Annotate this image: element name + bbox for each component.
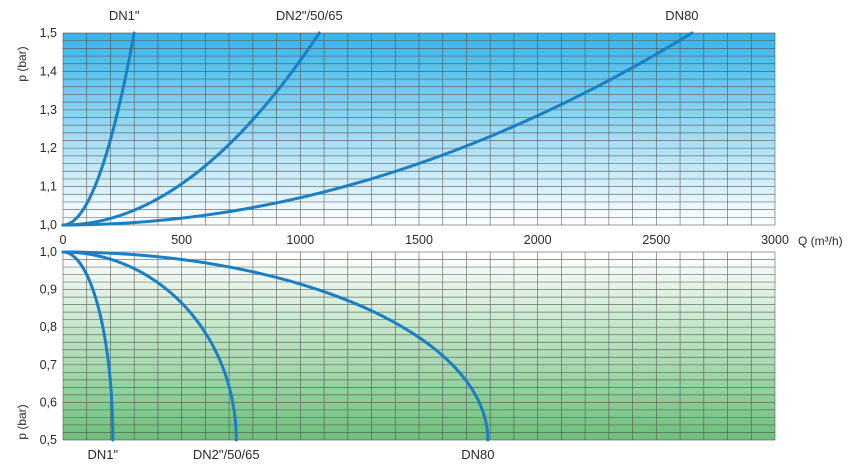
x-tick-label: 3000 xyxy=(761,233,789,247)
series-line-dn80 xyxy=(61,250,490,442)
y-tick-label: 1,1 xyxy=(40,180,57,194)
series-line-dn1 xyxy=(61,250,115,442)
y-tick-label: 0,7 xyxy=(40,358,57,372)
top-y-axis-label: p (bar) xyxy=(15,46,29,81)
bottom-series-labels: DN1" DN2"/50/65 DN80 xyxy=(88,447,495,462)
series-label-dn1: DN1" xyxy=(88,447,119,462)
series-label-dn80: DN80 xyxy=(665,8,698,23)
top-y-tick-labels: 1,0 1,1 1,2 1,3 1,4 1,5 xyxy=(40,26,57,232)
y-tick-label: 1,0 xyxy=(40,245,57,259)
x-tick-label: 2500 xyxy=(642,233,670,247)
y-tick-label: 0,5 xyxy=(40,433,57,447)
top-grid xyxy=(62,32,776,226)
series-line-dn1 xyxy=(61,31,136,227)
x-tick-label: 1500 xyxy=(405,233,433,247)
series-label-dn1: DN1" xyxy=(109,8,140,23)
x-tick-label: 500 xyxy=(171,233,192,247)
series-label-dn2-50-65: DN2"/50/65 xyxy=(276,8,343,23)
bottom-panel: 0,5 0,6 0,7 0,8 0,9 1,0 DN1" DN2"/50/65 DN80 p … xyxy=(15,245,776,462)
top-x-tick-labels: 0 500 1000 1500 2000 2500 3000 xyxy=(60,233,789,247)
x-tick-label: 2000 xyxy=(524,233,552,247)
bottom-y-axis-label: p (bar) xyxy=(15,404,29,439)
series-line-dn2-50-65 xyxy=(61,31,321,227)
y-tick-label: 1,3 xyxy=(40,103,57,117)
y-tick-label: 1,2 xyxy=(40,141,57,155)
bottom-grid xyxy=(62,251,776,441)
y-tick-label: 1,5 xyxy=(40,26,57,40)
top-panel: 1,0 1,1 1,2 1,3 1,4 1,5 0 500 1000 1500 2000 2500 3… xyxy=(15,8,843,248)
series-label-dn80: DN80 xyxy=(461,447,494,462)
y-tick-label: 1,4 xyxy=(40,64,57,78)
x-tick-label: 0 xyxy=(60,233,67,247)
series-line-dn2-50-65 xyxy=(61,250,238,442)
x-tick-label: 1000 xyxy=(286,233,314,247)
top-series-labels: DN1" DN2"/50/65 DN80 xyxy=(109,8,699,23)
series-line-dn80 xyxy=(61,31,694,227)
y-tick-label: 1,0 xyxy=(40,218,57,232)
x-axis-label: Q (m³/h) xyxy=(798,234,843,248)
bottom-y-tick-labels: 0,5 0,6 0,7 0,8 0,9 1,0 xyxy=(40,245,57,447)
top-curves xyxy=(61,31,694,227)
bottom-curves xyxy=(61,250,490,442)
y-tick-label: 0,8 xyxy=(40,320,57,334)
y-tick-label: 0,9 xyxy=(40,283,57,297)
y-tick-label: 0,6 xyxy=(40,395,57,409)
series-label-dn2-50-65: DN2"/50/65 xyxy=(193,447,260,462)
